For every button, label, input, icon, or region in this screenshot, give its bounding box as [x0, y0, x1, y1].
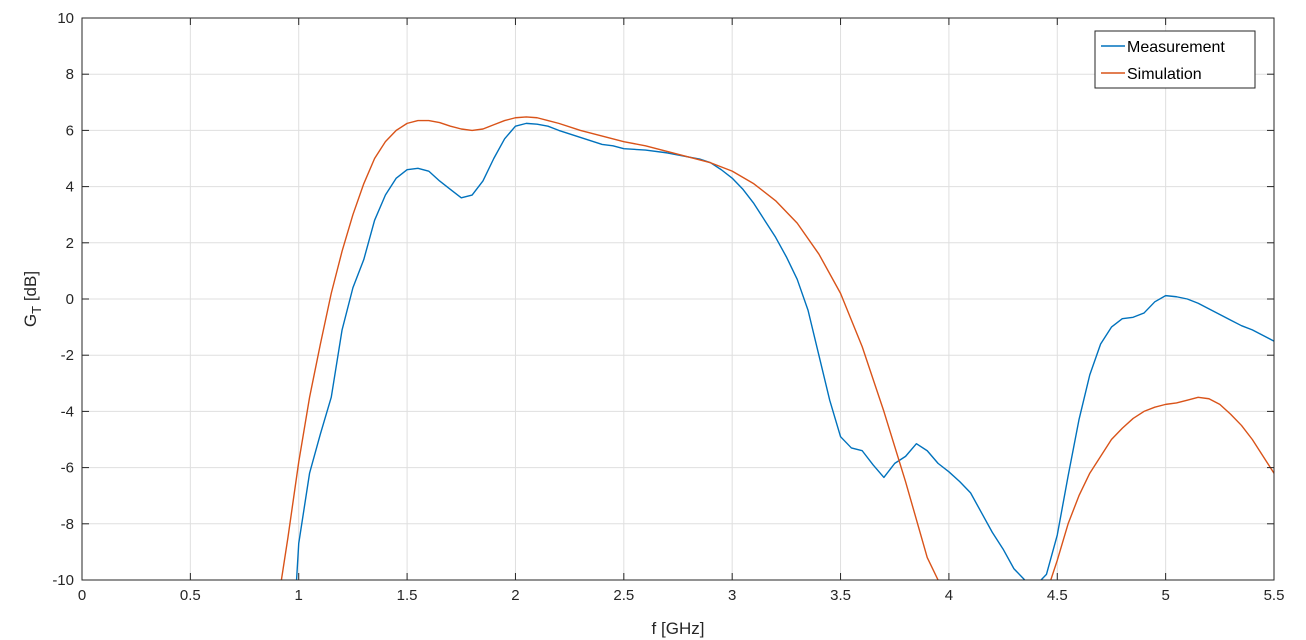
x-tick-label: 4: [945, 587, 953, 604]
y-axis-label-unit: [dB]: [21, 271, 40, 306]
y-axis: -10 -8 -6 -4 -2 0 2 4 6 8 10: [52, 10, 1274, 589]
x-tick-label: 1.5: [397, 587, 418, 604]
y-tick-label: 8: [66, 66, 74, 83]
y-axis-label-subscript: T: [29, 306, 44, 314]
series-measurement-line: [295, 122, 1274, 580]
y-tick-label: -2: [61, 347, 74, 364]
series-group: [280, 116, 1274, 580]
x-tick-label: 0: [78, 587, 86, 604]
x-tick-label: 1: [295, 587, 303, 604]
legend-label-measurement: Measurement: [1127, 39, 1225, 56]
y-tick-label: 0: [66, 291, 74, 308]
y-tick-label: 2: [66, 235, 74, 252]
x-tick-label: 3: [728, 587, 736, 604]
series-simulation-line: [280, 116, 1274, 580]
y-tick-label: 10: [57, 10, 74, 27]
x-tick-label: 3.5: [830, 587, 851, 604]
x-tick-label: 0.5: [180, 587, 201, 604]
x-tick-label: 5.5: [1264, 587, 1285, 604]
legend-label-simulation: Simulation: [1127, 66, 1202, 83]
x-axis-label: f [GHz]: [652, 619, 705, 638]
y-axis-label-main: G: [21, 314, 40, 327]
y-tick-label: 4: [66, 179, 74, 196]
y-axis-label: GT [dB]: [21, 271, 44, 327]
x-axis: 0 0.5 1 1.5 2 2.5 3 3.5 4 4.5 5 5.5: [78, 18, 1285, 604]
grid: [81, 17, 1275, 581]
x-tick-label: 5: [1161, 587, 1169, 604]
x-tick-label: 2.5: [613, 587, 634, 604]
x-tick-label: 4.5: [1047, 587, 1068, 604]
legend-box: [1094, 30, 1256, 89]
y-tick-label: -6: [61, 460, 74, 477]
legend: Measurement Simulation: [1094, 30, 1256, 89]
y-tick-label: 6: [66, 122, 74, 139]
y-tick-label: -8: [61, 516, 74, 533]
y-tick-label: -10: [52, 572, 74, 589]
y-tick-label: -4: [61, 403, 74, 420]
x-tick-label: 2: [511, 587, 519, 604]
